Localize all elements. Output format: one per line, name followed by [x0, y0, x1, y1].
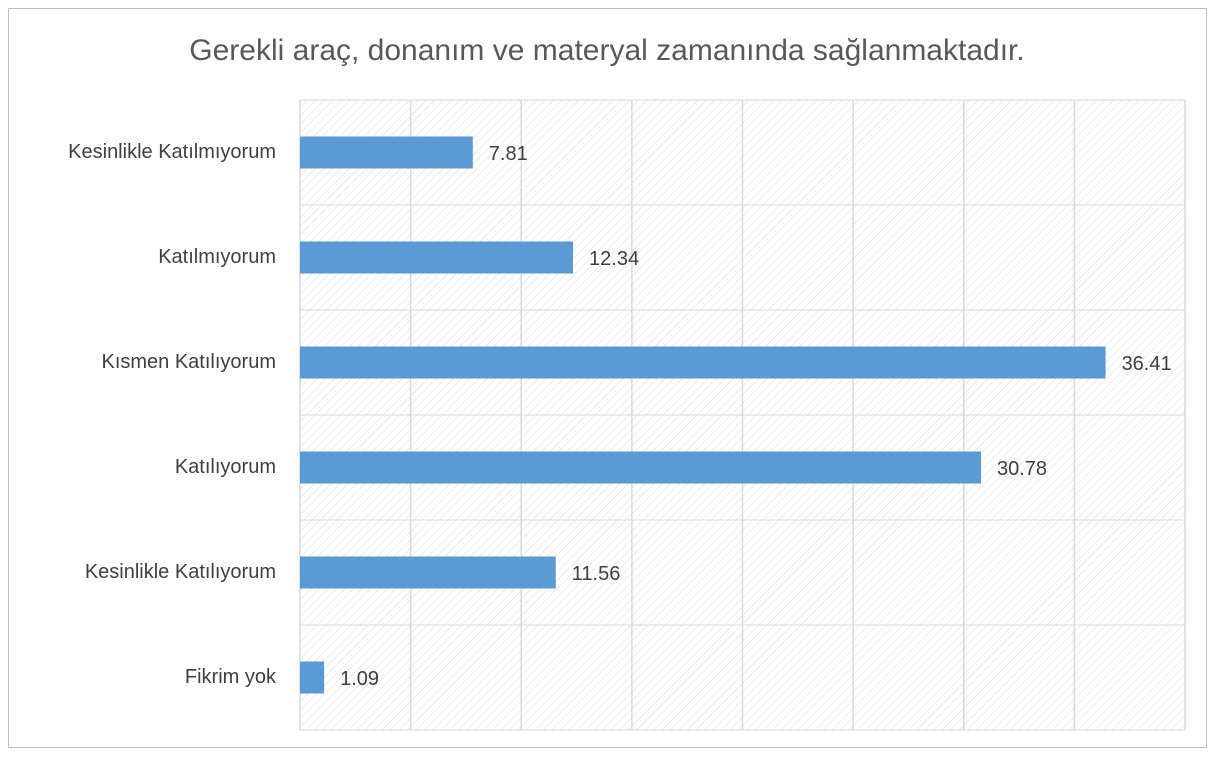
- y-tick-label: Katılmıyorum: [158, 246, 276, 268]
- data-label: 11.56: [572, 563, 621, 585]
- bar: [300, 136, 473, 169]
- data-label: 1.09: [340, 668, 379, 690]
- bar: [300, 556, 556, 589]
- bar: [300, 451, 982, 484]
- data-label: 36.41: [1122, 353, 1172, 375]
- y-tick-label: Kısmen Katılıyorum: [101, 351, 276, 373]
- data-label: 12.34: [589, 248, 639, 270]
- y-tick-label: Fikrim yok: [185, 666, 277, 688]
- bar: [300, 241, 574, 274]
- bar: [300, 661, 325, 694]
- y-tick-label: Kesinlikle Katılmıyorum: [68, 141, 276, 163]
- y-tick-label: Kesinlikle Katılıyorum: [85, 561, 276, 583]
- chart-title: Gerekli araç, donanım ve materyal zamanı…: [189, 34, 1024, 67]
- data-label: 7.81: [489, 143, 528, 165]
- data-label: 30.78: [997, 458, 1047, 480]
- y-tick-label: Katılıyorum: [175, 456, 276, 478]
- bar: [300, 346, 1106, 379]
